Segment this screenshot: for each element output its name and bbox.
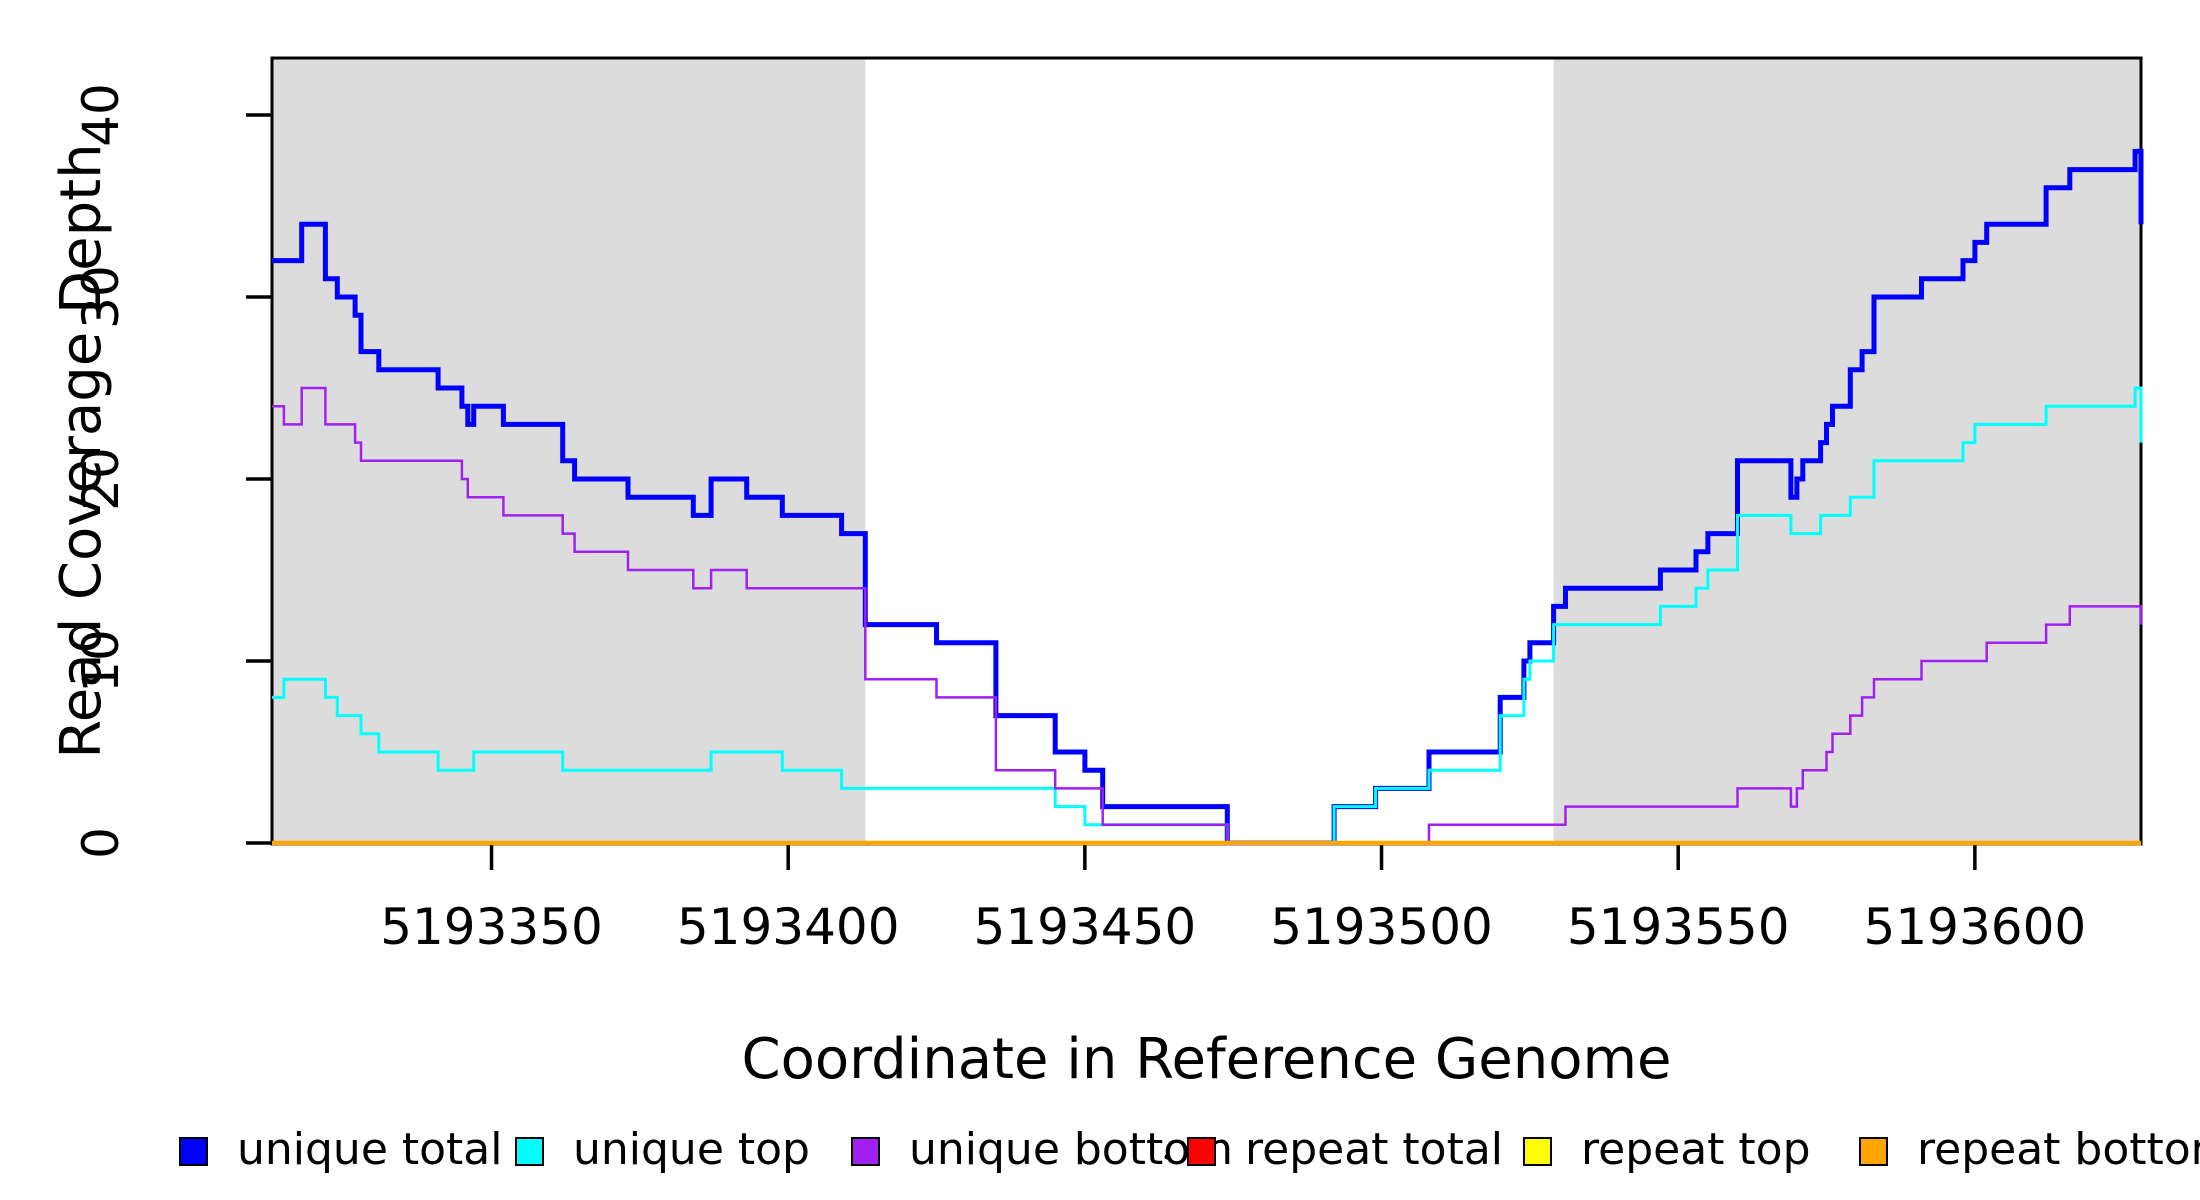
- legend-item: unique top: [515, 1124, 810, 1175]
- legend-label: repeat top: [1581, 1124, 1811, 1175]
- series-unique-bottom: [272, 386, 2143, 845]
- legend-swatch-repeat-top: [1523, 1137, 1552, 1166]
- y-tick-label: 30: [72, 265, 130, 329]
- legend-label: repeat total: [1245, 1124, 1503, 1175]
- x-axis-title: Coordinate in Reference Genome: [741, 1027, 1671, 1092]
- x-tick-label: 5193450: [974, 898, 1197, 956]
- x-tick-label: 5193600: [1864, 898, 2087, 956]
- legend-item: repeat top: [1523, 1124, 1811, 1175]
- legend-item: unique total: [179, 1124, 502, 1175]
- y-tick-label: 20: [72, 447, 130, 511]
- legend-swatch-unique-total: [179, 1137, 208, 1166]
- x-tick-label: 5193350: [380, 898, 603, 956]
- x-tick-label: 5193400: [677, 898, 900, 956]
- legend-label: unique top: [573, 1124, 810, 1175]
- y-tick-label: 10: [72, 629, 130, 693]
- legend-item: unique bottom: [851, 1124, 1233, 1175]
- y-axis-title: Read Coverage Depth: [49, 143, 114, 758]
- legend-label: unique total: [237, 1124, 502, 1175]
- legend-swatch-repeat-bottom: [1859, 1137, 1888, 1166]
- legend-item: repeat total: [1187, 1124, 1503, 1175]
- series-unique-top: [272, 386, 2143, 845]
- legend-swatch-unique-bottom: [851, 1137, 880, 1166]
- shaded-region-2: [1553, 58, 2141, 844]
- legend-swatch-repeat-total: [1187, 1137, 1216, 1166]
- legend-label: repeat bottom: [1917, 1124, 2200, 1175]
- shaded-region-1: [272, 58, 866, 844]
- y-tick-label: 0: [72, 827, 130, 859]
- legend-swatch-unique-top: [515, 1137, 544, 1166]
- legend-label: unique bottom: [909, 1124, 1233, 1175]
- artifact-dot: [1164, 1154, 1170, 1160]
- legend-item: repeat bottom: [1859, 1124, 2200, 1175]
- x-tick-label: 5193500: [1270, 898, 1493, 956]
- y-tick-label: 40: [72, 83, 130, 147]
- x-tick-label: 5193550: [1567, 898, 1790, 956]
